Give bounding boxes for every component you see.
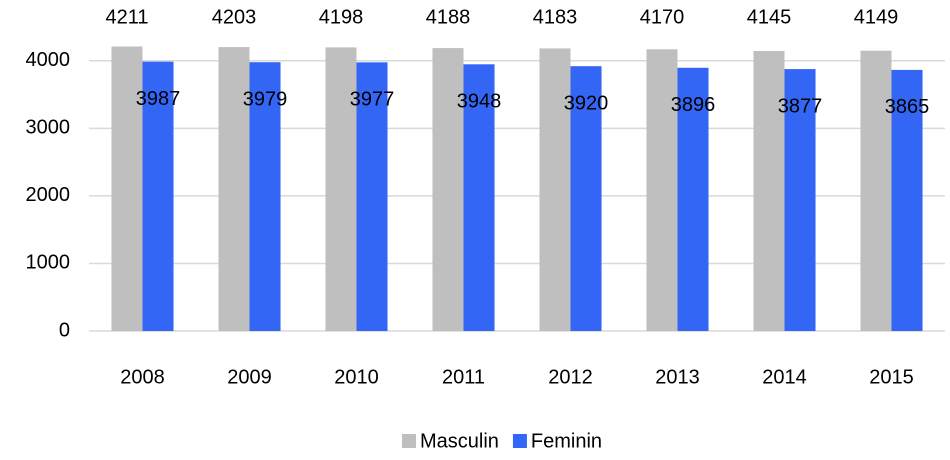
value-label: 3987 [136,88,181,110]
legend-label: Masculin [420,430,499,452]
bar [753,50,785,331]
value-label: 3865 [885,96,930,118]
bar [432,48,464,331]
y-tick-label: 4000 [26,49,71,71]
bar [539,48,571,332]
bar [646,49,678,331]
bar [325,47,357,331]
bar [570,66,602,331]
value-label: 3877 [778,95,823,117]
x-tick-label: 2008 [120,366,165,388]
legend-swatch [402,434,416,448]
bar [784,69,816,332]
value-label: 3896 [671,94,716,116]
x-tick-label: 2009 [227,366,272,388]
bar [142,61,174,331]
bar [891,69,923,332]
value-label: 3979 [243,88,288,110]
value-label: 4145 [747,6,792,28]
value-label: 4211 [105,6,148,28]
bar [677,67,709,331]
bar [249,62,281,332]
bar [111,46,143,331]
y-tick-label: 2000 [26,184,71,206]
y-tick-label: 3000 [26,117,71,139]
bar [356,62,388,332]
value-label: 4149 [854,6,899,28]
x-tick-label: 2010 [334,366,379,388]
legend-swatch [512,434,527,448]
x-tick-label: 2013 [655,366,700,388]
value-label: 3977 [350,89,395,111]
value-label: 4198 [319,6,364,28]
value-label: 4188 [426,6,471,28]
y-tick-label: 0 [59,319,70,341]
legend-label: Feminin [531,430,602,452]
y-tick-label: 1000 [26,252,71,274]
bar [218,47,250,332]
x-tick-label: 2011 [442,366,485,388]
value-label: 3948 [457,91,502,113]
value-label: 4170 [640,6,685,28]
bar [463,64,495,332]
value-label: 4203 [212,6,257,28]
x-tick-label: 2015 [869,366,914,388]
bar [860,50,892,331]
value-label: 4183 [533,6,578,28]
x-tick-label: 2012 [548,366,593,388]
value-label: 3920 [564,92,609,114]
x-tick-label: 2014 [762,366,807,388]
